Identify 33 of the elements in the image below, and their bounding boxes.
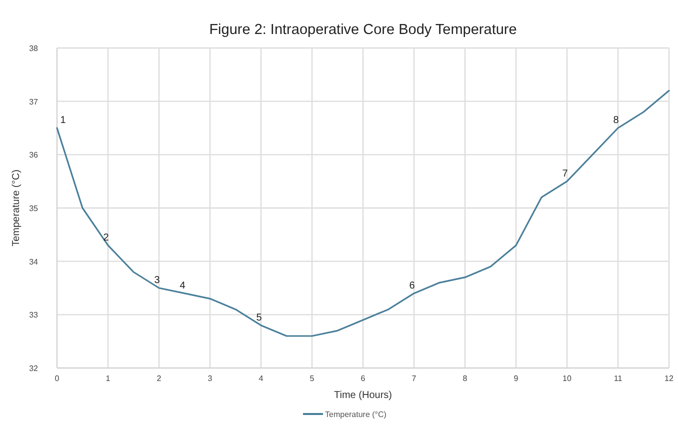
annotation: 3 — [154, 275, 160, 286]
y-tick-label: 34 — [29, 257, 39, 266]
y-tick-label: 35 — [29, 204, 39, 213]
annotation: 5 — [256, 312, 262, 324]
x-tick-label: 8 — [462, 374, 468, 383]
x-tick-label: 4 — [258, 374, 264, 383]
x-tick-label: 12 — [664, 374, 674, 383]
y-axis-title: Temperature (°C) — [11, 170, 22, 246]
annotation: 6 — [409, 280, 416, 292]
legend-label: Temperature (°C) — [325, 410, 387, 419]
annotation: 2 — [103, 232, 110, 244]
x-tick-label: 2 — [156, 374, 162, 383]
y-tick-label: 38 — [29, 44, 39, 53]
y-tick-label: 33 — [29, 310, 39, 320]
x-tick-label: 6 — [360, 374, 366, 383]
chart-title: Figure 2: Intraoperative Core Body Temperature — [209, 22, 517, 38]
x-tick-label: 0 — [54, 374, 60, 383]
annotation: 4 — [180, 280, 186, 292]
x-tick-label: 3 — [208, 374, 213, 383]
x-tick-label: 9 — [514, 374, 519, 383]
x-tick-label: 10 — [562, 374, 572, 383]
y-tick-label: 37 — [29, 97, 39, 106]
x-tick-label: 11 — [614, 374, 623, 383]
line-series — [56, 90, 670, 337]
y-tick-label: 36 — [29, 150, 39, 160]
x-axis-title: Time (Hours) — [334, 390, 392, 401]
y-tick-label: 32 — [29, 364, 39, 373]
x-tick-label: 5 — [310, 374, 315, 383]
annotation: 7 — [562, 168, 568, 180]
annotation: 8 — [613, 115, 620, 126]
annotation: 1 — [60, 115, 66, 126]
x-tick-label: 7 — [412, 374, 417, 383]
x-tick-label: 1 — [106, 374, 111, 383]
